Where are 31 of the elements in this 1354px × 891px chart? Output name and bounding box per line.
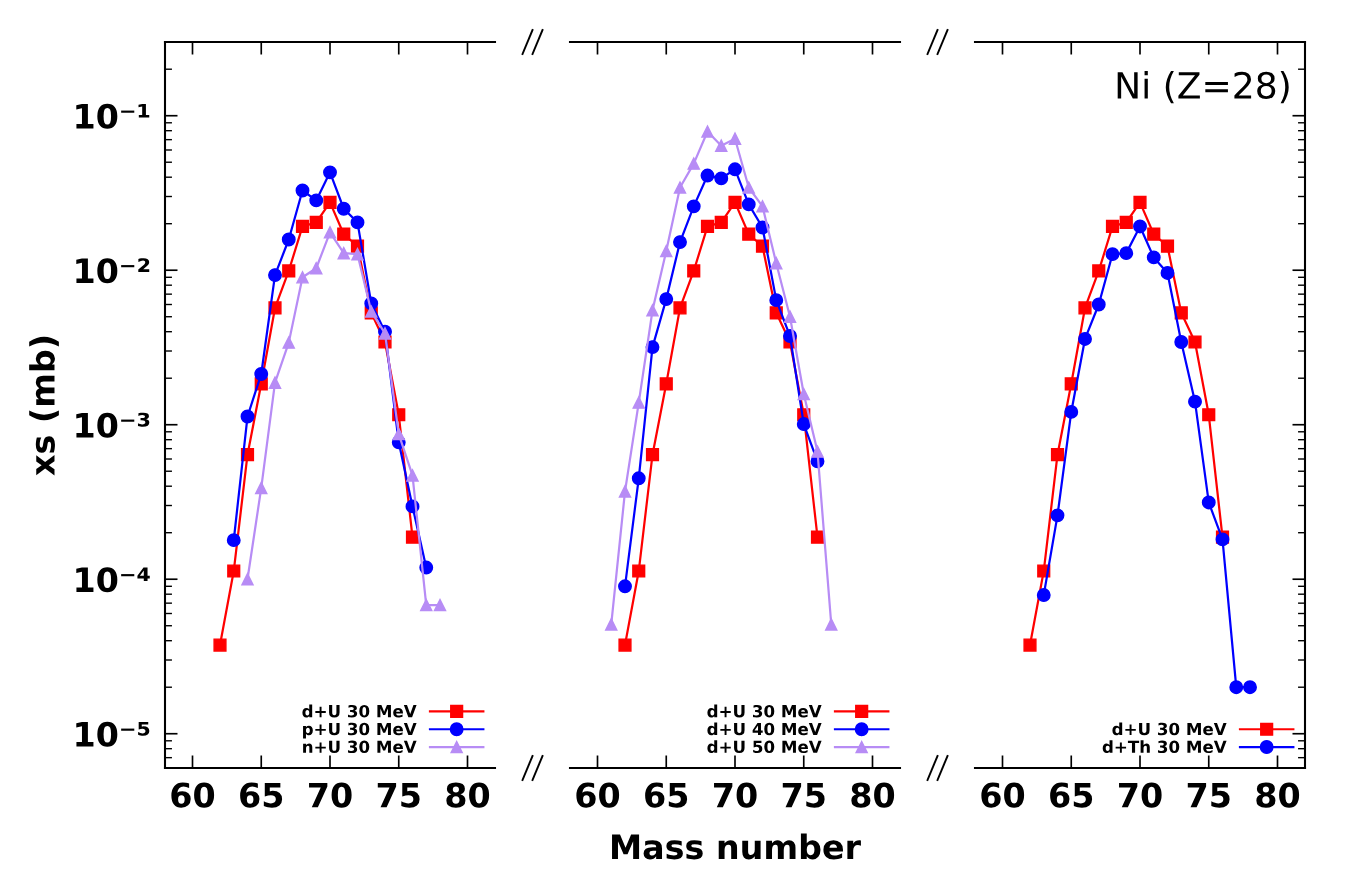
y-tick-label: 10⁻² <box>76 258 150 284</box>
x-tick-label: 60 <box>576 782 620 808</box>
legend-label: p+U 30 MeV <box>303 722 417 739</box>
y-axis-title: xs (mb) <box>29 336 59 476</box>
x-tick-label: 60 <box>171 782 215 808</box>
legend-label: d+U 40 MeV <box>707 722 822 736</box>
x-tick-label: 60 <box>981 782 1025 808</box>
x-tick-label: 75 <box>782 782 825 808</box>
y-tick-label: 10⁻⁵ <box>76 721 150 747</box>
x-tick-label: 70 <box>309 782 352 808</box>
x-tick-label: 65 <box>1050 782 1093 808</box>
x-tick-label: 70 <box>714 782 757 808</box>
x-tick-label: 75 <box>377 782 420 808</box>
legend-label: d+U 30 MeV <box>707 704 822 718</box>
x-tick-label: 80 <box>1256 782 1300 808</box>
legend-label: d+U 30 MeV <box>302 704 417 718</box>
x-tick-label: 80 <box>851 782 895 808</box>
y-tick-label: 10⁻³ <box>76 412 150 438</box>
annotation: Ni (Z=28) <box>1117 71 1289 104</box>
x-tick-label: 65 <box>240 782 283 808</box>
x-tick-label: 75 <box>1187 782 1230 808</box>
y-tick-label: 10⁻⁴ <box>76 567 150 593</box>
x-tick-label: 80 <box>446 782 490 808</box>
x-tick-label: 70 <box>1119 782 1162 808</box>
y-tick-label: 10⁻¹ <box>76 103 150 129</box>
legend-label: d+Th 30 MeV <box>1102 740 1227 754</box>
legend-label: d+U 30 MeV <box>1112 722 1227 736</box>
legend-label: d+U 50 MeV <box>707 740 822 754</box>
x-axis-title: Mass number <box>612 833 861 860</box>
x-tick-label: 65 <box>645 782 688 808</box>
legend-label: n+U 30 MeV <box>303 740 417 754</box>
